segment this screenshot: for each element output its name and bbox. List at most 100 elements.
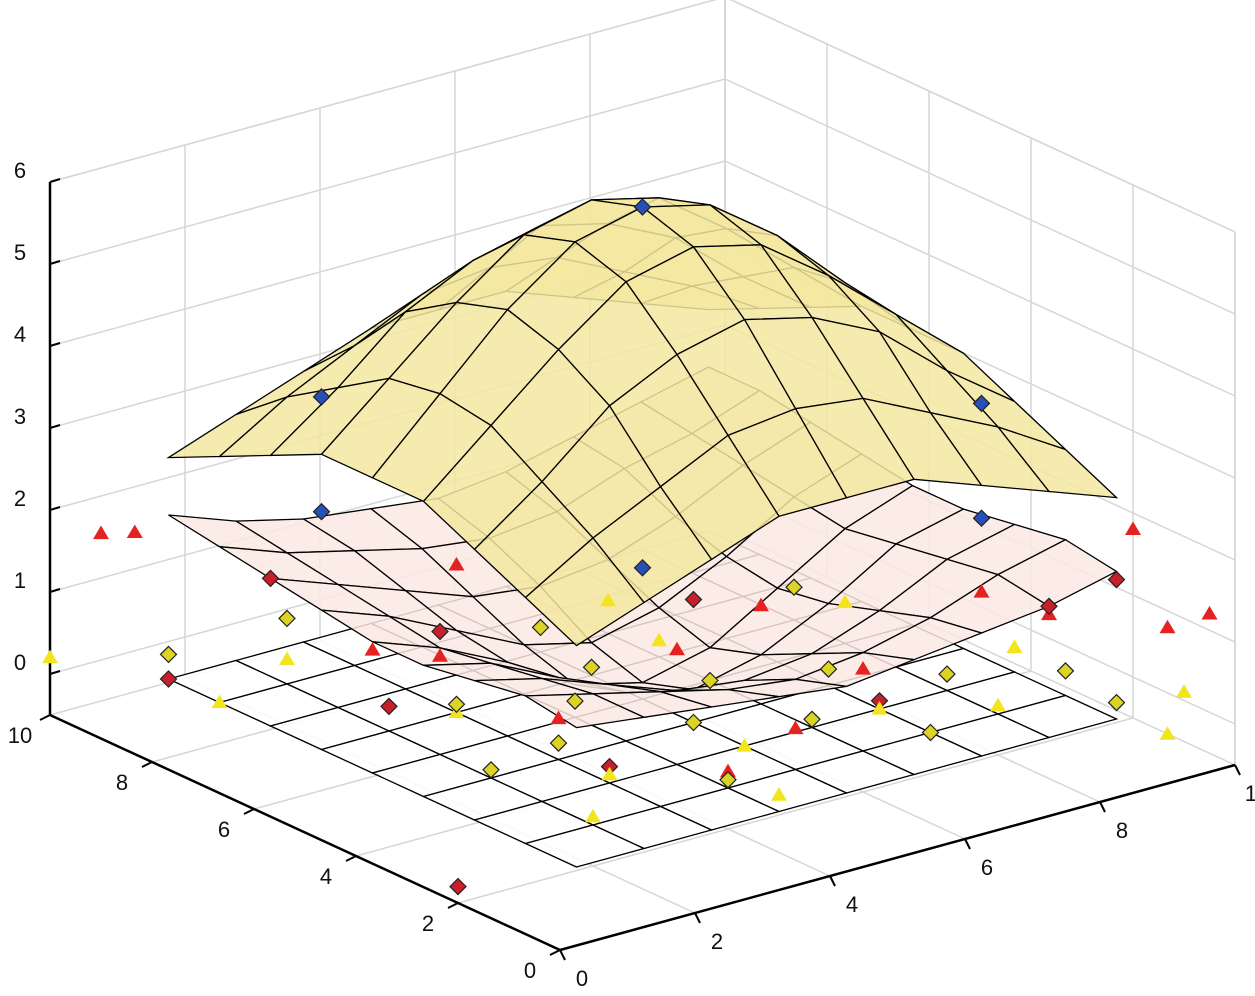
tick-mark	[559, 949, 566, 961]
scatter-point	[550, 710, 567, 725]
scatter-point	[855, 661, 871, 675]
scatter-point	[312, 388, 331, 406]
scatter-point	[585, 808, 601, 823]
scatter-point	[1107, 693, 1126, 712]
scatter-point	[785, 578, 803, 597]
scatter-point	[753, 597, 769, 612]
scatter-point	[633, 198, 652, 216]
tick-mark	[345, 855, 357, 862]
tick-mark	[49, 506, 61, 511]
scatter-point	[42, 649, 58, 664]
surface-cell	[523, 693, 647, 729]
box-edge	[49, 0, 717, 183]
scatter-point	[582, 658, 601, 677]
y-tick-label: 4	[320, 864, 332, 889]
scatter-point	[921, 723, 940, 742]
scatter-point	[482, 760, 500, 779]
surface-cell	[523, 824, 646, 868]
scatter-point	[651, 632, 667, 647]
z-tick-label: 5	[14, 240, 26, 265]
tick-mark	[549, 949, 561, 956]
z-tick-label: 4	[14, 322, 26, 347]
y-tick-label: 10	[8, 723, 32, 748]
grid-line	[724, 78, 1236, 315]
box-edge	[729, 0, 1236, 233]
scatter-point	[787, 720, 804, 735]
x-tick-label: 2	[711, 929, 723, 954]
tick-mark	[49, 424, 61, 429]
scatter-point	[312, 502, 331, 521]
tick-mark	[829, 875, 836, 887]
scatter-point	[93, 525, 109, 540]
tick-mark	[1234, 764, 1241, 776]
scatter-point	[126, 524, 143, 539]
z-tick-label: 6	[14, 158, 26, 183]
grid-line	[724, 160, 1236, 397]
scatter-point	[837, 594, 853, 609]
scatter-point	[1125, 521, 1141, 535]
scatter-point	[261, 569, 280, 588]
scatter-point	[364, 642, 381, 656]
tick-mark	[243, 808, 255, 815]
scatter-point	[819, 660, 838, 678]
scatter-point	[871, 701, 888, 715]
scatter-point	[1040, 597, 1058, 616]
x-tick-label: 4	[846, 892, 858, 917]
scatter-point	[159, 645, 178, 664]
tick-mark	[141, 761, 153, 768]
tick-mark	[49, 178, 61, 183]
z-tick-label: 2	[14, 486, 26, 511]
x-tick-label: 0	[576, 966, 588, 991]
scatter-point	[990, 697, 1006, 712]
z-tick-label: 3	[14, 404, 26, 429]
scatter-point	[278, 609, 296, 628]
scatter-point	[633, 558, 652, 577]
tick-mark	[49, 670, 61, 675]
y-tick-label: 0	[524, 958, 536, 983]
scatter-point	[447, 695, 466, 714]
tick-mark	[49, 260, 61, 265]
scatter-point	[701, 671, 719, 690]
scatter-point	[1159, 619, 1176, 634]
scatter-point	[803, 710, 821, 729]
scatter-point	[972, 509, 991, 528]
scatter-point	[380, 697, 398, 716]
grid-line	[49, 160, 726, 347]
scatter-point	[431, 622, 449, 641]
y-tick-label: 6	[218, 817, 230, 842]
tick-mark	[964, 838, 971, 850]
axis-line	[559, 763, 1236, 952]
tick-mark	[694, 912, 701, 924]
scatter-point	[449, 877, 467, 896]
tick-mark	[49, 342, 61, 347]
scatter-point	[973, 584, 990, 598]
scatter-point	[938, 665, 956, 683]
scatter-point	[720, 763, 736, 778]
scatter-point	[1107, 570, 1126, 589]
scatter-point	[1176, 684, 1192, 698]
scatter-point	[566, 692, 584, 710]
scatter-point	[432, 648, 448, 662]
axis-line	[49, 713, 561, 952]
tick-mark	[1099, 801, 1106, 813]
scatter-point	[279, 651, 295, 665]
y-tick-label: 2	[422, 911, 434, 936]
scatter-point	[972, 394, 991, 413]
surface-cell	[524, 537, 645, 647]
tick-mark	[39, 714, 51, 721]
tick-mark	[49, 588, 61, 593]
x-tick-label: 8	[1116, 818, 1128, 843]
scatter-point	[549, 734, 568, 752]
x-tick-label: 10	[1245, 781, 1255, 806]
scatter-point	[669, 641, 685, 656]
x-tick-label: 6	[981, 855, 993, 880]
z-tick-label: 0	[14, 650, 26, 675]
scatter-point	[531, 618, 550, 637]
scatter-point	[159, 670, 178, 688]
scatter-point	[719, 770, 737, 789]
y-tick-label: 8	[116, 770, 128, 795]
z-tick-label: 1	[14, 568, 26, 593]
scatter-point	[601, 766, 618, 781]
scatter-point	[736, 738, 753, 752]
